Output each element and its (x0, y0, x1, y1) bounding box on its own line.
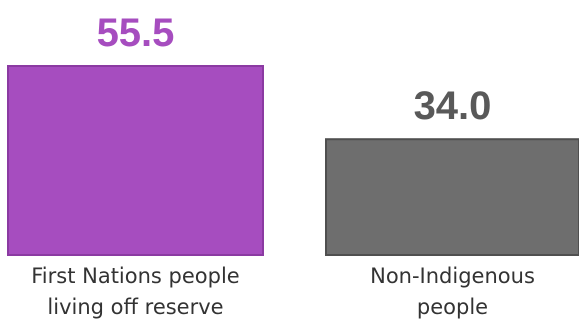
bar-1 (7, 65, 264, 256)
category-label-2-line-1: Non-Indigenous (370, 264, 535, 288)
category-label-1-line-1: First Nations people (31, 264, 239, 288)
value-label-1: 55.5 (97, 11, 175, 55)
category-label-2-line-2: people (417, 295, 488, 319)
bar-2 (325, 138, 579, 256)
value-label-2: 34.0 (414, 84, 492, 128)
category-label-1-line-2: living off reserve (47, 295, 223, 319)
